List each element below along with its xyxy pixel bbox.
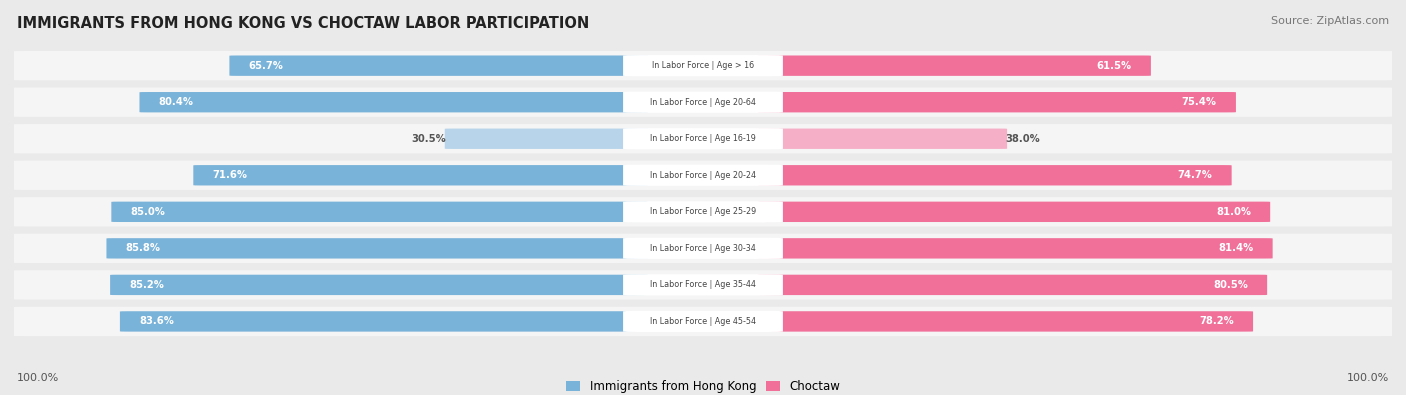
FancyBboxPatch shape xyxy=(11,51,1395,80)
FancyBboxPatch shape xyxy=(11,270,1395,299)
Legend: Immigrants from Hong Kong, Choctaw: Immigrants from Hong Kong, Choctaw xyxy=(561,376,845,395)
Text: 38.0%: 38.0% xyxy=(1005,134,1040,144)
FancyBboxPatch shape xyxy=(623,311,783,332)
FancyBboxPatch shape xyxy=(120,311,648,332)
Text: 75.4%: 75.4% xyxy=(1181,97,1216,107)
FancyBboxPatch shape xyxy=(11,88,1395,117)
FancyBboxPatch shape xyxy=(623,55,783,76)
FancyBboxPatch shape xyxy=(229,55,648,76)
FancyBboxPatch shape xyxy=(623,165,783,186)
FancyBboxPatch shape xyxy=(11,307,1395,336)
Text: IMMIGRANTS FROM HONG KONG VS CHOCTAW LABOR PARTICIPATION: IMMIGRANTS FROM HONG KONG VS CHOCTAW LAB… xyxy=(17,16,589,31)
Text: 71.6%: 71.6% xyxy=(212,170,247,180)
FancyBboxPatch shape xyxy=(107,238,648,259)
FancyBboxPatch shape xyxy=(758,238,1272,259)
FancyBboxPatch shape xyxy=(139,92,648,113)
FancyBboxPatch shape xyxy=(111,201,648,222)
FancyBboxPatch shape xyxy=(11,124,1395,153)
Text: 100.0%: 100.0% xyxy=(17,373,59,383)
Text: In Labor Force | Age 35-44: In Labor Force | Age 35-44 xyxy=(650,280,756,290)
Text: 80.5%: 80.5% xyxy=(1213,280,1249,290)
FancyBboxPatch shape xyxy=(11,197,1395,226)
Text: 65.7%: 65.7% xyxy=(249,61,284,71)
Text: In Labor Force | Age 25-29: In Labor Force | Age 25-29 xyxy=(650,207,756,216)
Text: 61.5%: 61.5% xyxy=(1097,61,1132,71)
FancyBboxPatch shape xyxy=(758,92,1236,113)
Text: 30.5%: 30.5% xyxy=(412,134,446,144)
Text: 74.7%: 74.7% xyxy=(1177,170,1212,180)
FancyBboxPatch shape xyxy=(623,92,783,113)
Text: 78.2%: 78.2% xyxy=(1199,316,1234,326)
Text: 81.0%: 81.0% xyxy=(1216,207,1251,217)
Text: In Labor Force | Age 20-24: In Labor Force | Age 20-24 xyxy=(650,171,756,180)
FancyBboxPatch shape xyxy=(11,161,1395,190)
Text: 100.0%: 100.0% xyxy=(1347,373,1389,383)
Text: 85.0%: 85.0% xyxy=(131,207,166,217)
Text: 85.8%: 85.8% xyxy=(125,243,160,253)
FancyBboxPatch shape xyxy=(193,165,648,186)
FancyBboxPatch shape xyxy=(758,275,1267,295)
FancyBboxPatch shape xyxy=(758,201,1270,222)
FancyBboxPatch shape xyxy=(758,128,1007,149)
Text: 80.4%: 80.4% xyxy=(159,97,194,107)
FancyBboxPatch shape xyxy=(444,128,648,149)
Text: In Labor Force | Age 16-19: In Labor Force | Age 16-19 xyxy=(650,134,756,143)
FancyBboxPatch shape xyxy=(623,201,783,222)
Text: 85.2%: 85.2% xyxy=(129,280,165,290)
Text: In Labor Force | Age > 16: In Labor Force | Age > 16 xyxy=(652,61,754,70)
Text: 81.4%: 81.4% xyxy=(1218,243,1253,253)
FancyBboxPatch shape xyxy=(623,128,783,149)
FancyBboxPatch shape xyxy=(758,55,1152,76)
FancyBboxPatch shape xyxy=(623,238,783,259)
FancyBboxPatch shape xyxy=(758,165,1232,186)
FancyBboxPatch shape xyxy=(11,234,1395,263)
Text: Source: ZipAtlas.com: Source: ZipAtlas.com xyxy=(1271,16,1389,26)
FancyBboxPatch shape xyxy=(758,311,1253,332)
Text: In Labor Force | Age 30-34: In Labor Force | Age 30-34 xyxy=(650,244,756,253)
Text: 83.6%: 83.6% xyxy=(139,316,174,326)
Text: In Labor Force | Age 20-64: In Labor Force | Age 20-64 xyxy=(650,98,756,107)
FancyBboxPatch shape xyxy=(623,274,783,295)
Text: In Labor Force | Age 45-54: In Labor Force | Age 45-54 xyxy=(650,317,756,326)
FancyBboxPatch shape xyxy=(110,275,648,295)
